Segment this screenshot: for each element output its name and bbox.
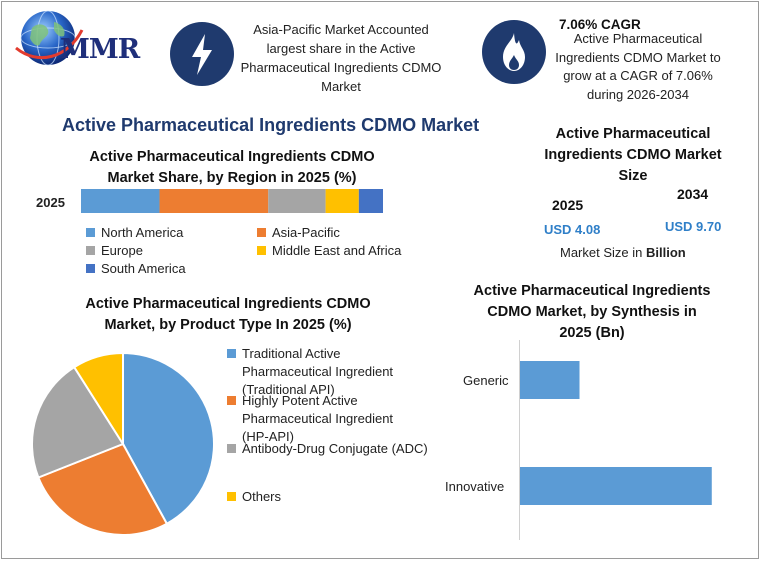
main-title: Active Pharmaceutical Ingredients CDMO M… xyxy=(62,115,480,135)
legend-swatch xyxy=(86,264,95,273)
region-bar-segment-asia-pacific xyxy=(159,189,269,213)
market-size-unit: Market Size in Billion xyxy=(560,245,686,260)
synthesis-bar-chart xyxy=(519,340,712,540)
region-stacked-bar xyxy=(81,189,383,213)
legend-others: Others xyxy=(227,488,281,506)
legend-label: Highly Potent Active Pharmaceutical Ingr… xyxy=(242,393,394,444)
pie-slice-0 xyxy=(122,351,215,526)
region-bar-segment-europe xyxy=(268,189,326,213)
legend-swatch xyxy=(227,349,236,358)
legend-traditional-api: Traditional Active Pharmaceutical Ingred… xyxy=(227,345,407,399)
legend-europe: Europe xyxy=(86,242,143,260)
lightning-bolt-icon xyxy=(170,22,234,86)
legend-adc: Antibody-Drug Conjugate (ADC) xyxy=(227,440,428,458)
market-size-year-start: 2025 xyxy=(552,197,584,213)
region-bar-category-label: 2025 xyxy=(36,195,65,210)
product-type-chart-title: Active Pharmaceutical Ingredients CDMO M… xyxy=(85,296,371,333)
highlight-asia-pacific-text: Asia-Pacific Market Accounted largest sh… xyxy=(240,22,442,94)
pie-slice-2 xyxy=(31,365,125,479)
legend-north-america: North America xyxy=(86,224,183,242)
legend-swatch xyxy=(227,444,236,453)
legend-swatch xyxy=(257,228,266,237)
synthesis-category-label-innovative: Innovative xyxy=(445,479,505,494)
market-size-title: Active Pharmaceutical Ingredients CDMO M… xyxy=(544,126,722,184)
legend-swatch xyxy=(86,246,95,255)
pie-slice-3 xyxy=(72,351,124,448)
legend-asia-pacific: Asia-Pacific xyxy=(257,224,340,242)
synthesis-bar-generic xyxy=(520,361,580,399)
legend-label: Asia-Pacific xyxy=(272,225,340,240)
mmr-logo: MMR xyxy=(12,6,152,76)
pie-slice-1 xyxy=(37,442,169,536)
region-bar-segment-south-america xyxy=(358,189,383,213)
legend-label: Traditional Active Pharmaceutical Ingred… xyxy=(242,346,394,397)
legend-swatch xyxy=(86,228,95,237)
legend-label: Antibody-Drug Conjugate (ADC) xyxy=(242,441,428,456)
legend-swatch xyxy=(227,492,236,501)
region-bar-segment-north-america xyxy=(81,189,160,213)
market-size-year-end: 2034 xyxy=(677,186,709,202)
synthesis-bar-innovative xyxy=(520,467,712,505)
legend-middle-east-africa: Middle East and Africa xyxy=(257,242,401,260)
legend-swatch xyxy=(257,246,266,255)
flame-icon xyxy=(482,20,546,84)
region-bar-segment-middle-east-and-africa xyxy=(325,189,359,213)
logo-text: MMR xyxy=(60,34,140,65)
market-size-value-start: USD 4.08 xyxy=(544,222,601,237)
region-chart-title: Active Pharmaceutical Ingredients CDMO M… xyxy=(89,149,375,186)
market-size-value-end: USD 9.70 xyxy=(665,219,722,234)
legend-south-america: South America xyxy=(86,260,186,278)
synthesis-category-label-generic: Generic xyxy=(463,373,509,388)
legend-label: Europe xyxy=(101,243,143,258)
legend-label: Others xyxy=(242,489,282,504)
legend-label: North America xyxy=(101,225,184,240)
product-type-pie-chart xyxy=(31,351,215,536)
cagr-title: 7.06% CAGR xyxy=(559,17,641,32)
synthesis-chart-title: Active Pharmaceutical Ingredients CDMO M… xyxy=(473,283,711,341)
market-size-unit-label: Market Size in xyxy=(560,245,646,260)
highlight-cagr-text: Active Pharmaceutical Ingredients CDMO M… xyxy=(555,31,721,102)
globe-icon xyxy=(15,10,84,66)
legend-hp-api: Highly Potent Active Pharmaceutical Ingr… xyxy=(227,392,417,446)
legend-label: South America xyxy=(101,261,186,276)
legend-swatch xyxy=(227,396,236,405)
market-size-unit-bold: Billion xyxy=(645,245,686,260)
legend-label: Middle East and Africa xyxy=(272,243,402,258)
